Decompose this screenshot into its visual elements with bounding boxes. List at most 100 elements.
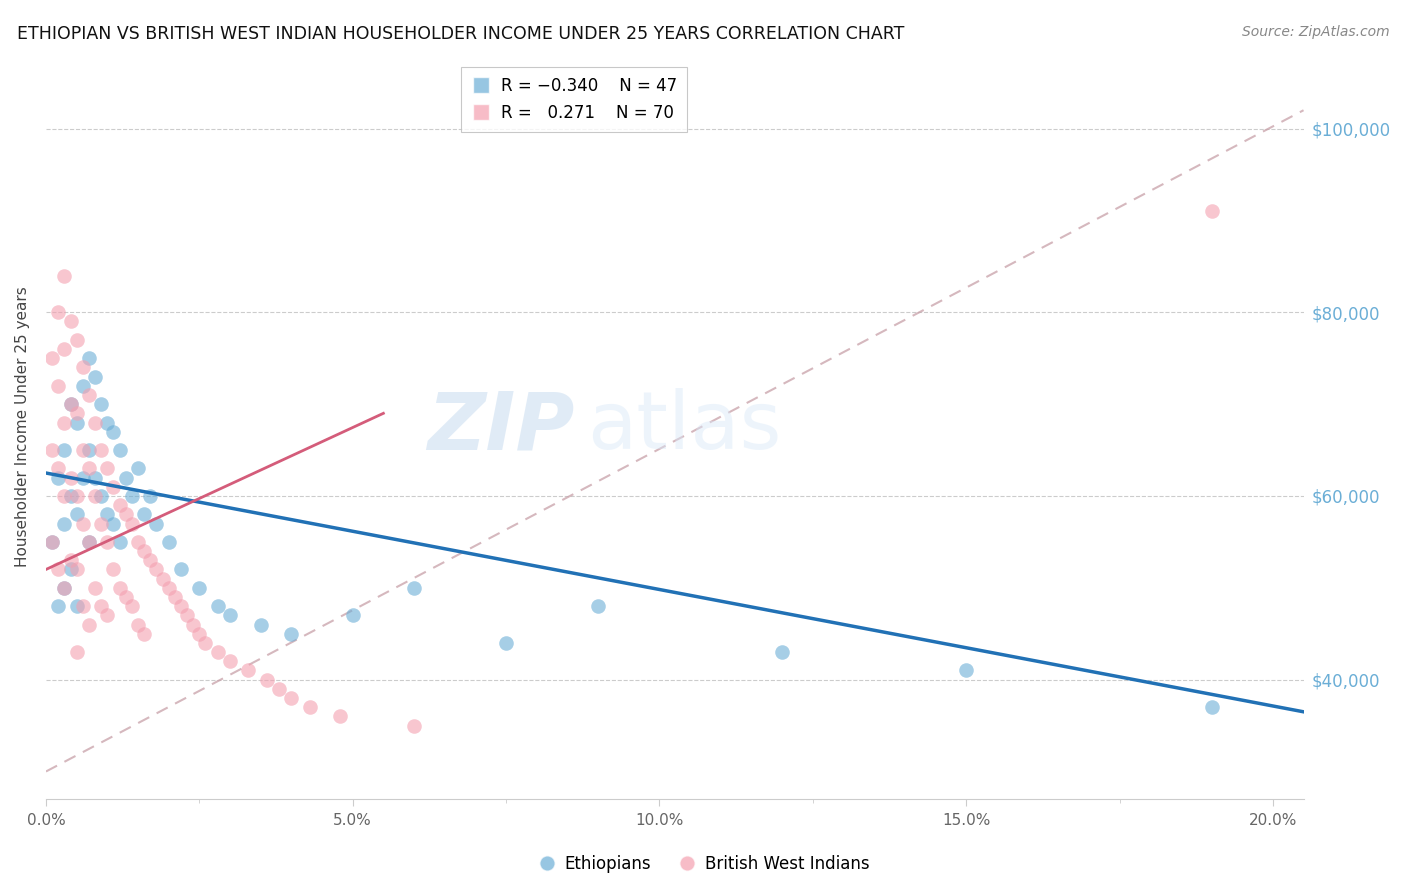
Point: [59, 397, 82, 411]
Point: [66, 489, 89, 503]
Text: atlas: atlas: [586, 388, 782, 467]
Point: [90, 489, 112, 503]
Legend: R = −0.340    N = 47, R =   0.271    N = 70: R = −0.340 N = 47, R = 0.271 N = 70: [461, 67, 688, 131]
Point: [402, 718, 425, 732]
Point: [46, 599, 69, 614]
Point: [90, 516, 112, 531]
Point: [77, 443, 100, 458]
Point: [108, 443, 131, 458]
Point: [127, 535, 149, 549]
Point: [41, 535, 63, 549]
Point: [402, 581, 425, 595]
Point: [46, 305, 69, 319]
Point: [96, 461, 118, 475]
Point: [342, 608, 364, 623]
Point: [103, 480, 125, 494]
Point: [53, 342, 76, 356]
Point: [84, 581, 107, 595]
Point: [96, 508, 118, 522]
Point: [84, 369, 107, 384]
Point: [127, 617, 149, 632]
Point: [103, 516, 125, 531]
Point: [1201, 700, 1223, 714]
Point: [46, 378, 69, 392]
Point: [188, 581, 211, 595]
Point: [66, 416, 89, 430]
Point: [90, 397, 112, 411]
Point: [59, 397, 82, 411]
Point: [66, 406, 89, 420]
Point: [188, 626, 211, 640]
Point: [152, 572, 174, 586]
Point: [157, 535, 180, 549]
Point: [121, 489, 143, 503]
Point: [96, 416, 118, 430]
Point: [157, 581, 180, 595]
Point: [207, 599, 229, 614]
Point: [139, 489, 162, 503]
Point: [53, 268, 76, 283]
Point: [108, 581, 131, 595]
Point: [90, 599, 112, 614]
Point: [145, 516, 167, 531]
Point: [495, 636, 517, 650]
Point: [103, 562, 125, 576]
Text: ZIP: ZIP: [427, 388, 574, 467]
Point: [127, 461, 149, 475]
Point: [59, 562, 82, 576]
Point: [41, 351, 63, 366]
Point: [41, 535, 63, 549]
Point: [176, 608, 198, 623]
Point: [163, 590, 186, 604]
Point: [59, 314, 82, 328]
Point: [955, 664, 977, 678]
Point: [53, 581, 76, 595]
Point: [53, 581, 76, 595]
Point: [90, 443, 112, 458]
Text: Source: ZipAtlas.com: Source: ZipAtlas.com: [1241, 25, 1389, 39]
Point: [108, 498, 131, 512]
Point: [84, 416, 107, 430]
Y-axis label: Householder Income Under 25 years: Householder Income Under 25 years: [15, 286, 30, 567]
Point: [77, 617, 100, 632]
Point: [84, 489, 107, 503]
Point: [46, 461, 69, 475]
Point: [103, 425, 125, 439]
Point: [108, 535, 131, 549]
Legend: Ethiopians, British West Indians: Ethiopians, British West Indians: [530, 848, 876, 880]
Point: [256, 673, 278, 687]
Point: [267, 681, 290, 696]
Point: [134, 626, 156, 640]
Point: [72, 599, 94, 614]
Point: [139, 553, 162, 567]
Point: [66, 562, 89, 576]
Point: [46, 470, 69, 484]
Point: [1201, 204, 1223, 219]
Point: [280, 626, 302, 640]
Point: [121, 516, 143, 531]
Point: [298, 700, 321, 714]
Point: [219, 654, 242, 668]
Point: [66, 599, 89, 614]
Point: [59, 553, 82, 567]
Point: [219, 608, 242, 623]
Point: [46, 562, 69, 576]
Point: [59, 489, 82, 503]
Point: [53, 489, 76, 503]
Point: [77, 388, 100, 402]
Point: [72, 443, 94, 458]
Point: [96, 535, 118, 549]
Point: [72, 360, 94, 375]
Point: [66, 333, 89, 347]
Point: [53, 516, 76, 531]
Point: [114, 590, 136, 604]
Point: [770, 645, 793, 659]
Point: [207, 645, 229, 659]
Point: [53, 416, 76, 430]
Point: [329, 709, 352, 723]
Point: [134, 544, 156, 558]
Point: [77, 535, 100, 549]
Point: [77, 535, 100, 549]
Point: [170, 562, 193, 576]
Point: [121, 599, 143, 614]
